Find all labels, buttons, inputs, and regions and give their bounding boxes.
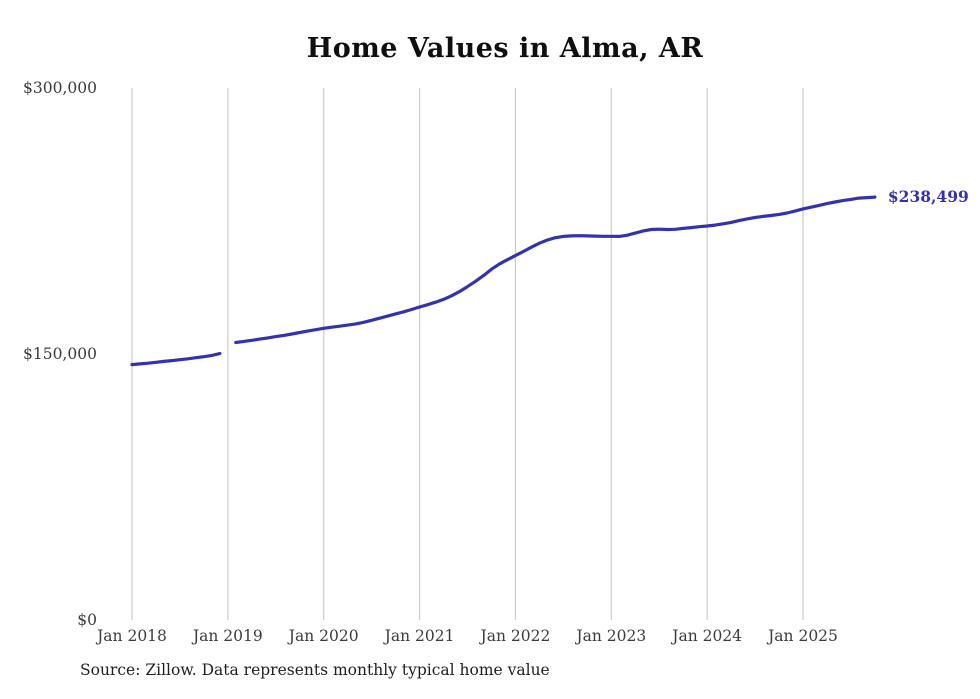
- chart-title: Home Values in Alma, AR: [306, 33, 704, 64]
- x-axis-tick-label: Jan 2023: [574, 627, 646, 645]
- end-value-label: $238,499: [888, 187, 969, 206]
- x-axis-tick-label: Jan 2022: [479, 627, 551, 645]
- x-axis-tick-label: Jan 2025: [766, 627, 838, 645]
- x-axis-tick-label: Jan 2020: [287, 627, 359, 645]
- x-axis-tick-label: Jan 2021: [383, 627, 455, 645]
- y-axis-tick-label: $150,000: [23, 345, 97, 363]
- home-value-line: [130, 195, 877, 367]
- source-note: Source: Zillow. Data represents monthly …: [80, 661, 550, 679]
- y-axis-tick-label: $300,000: [23, 79, 97, 97]
- x-axis-tick-label: Jan 2024: [670, 627, 742, 645]
- y-axis-tick-label: $0: [77, 611, 97, 629]
- x-axis-tick-label: Jan 2018: [95, 627, 167, 645]
- x-axis-tick-label: Jan 2019: [191, 627, 263, 645]
